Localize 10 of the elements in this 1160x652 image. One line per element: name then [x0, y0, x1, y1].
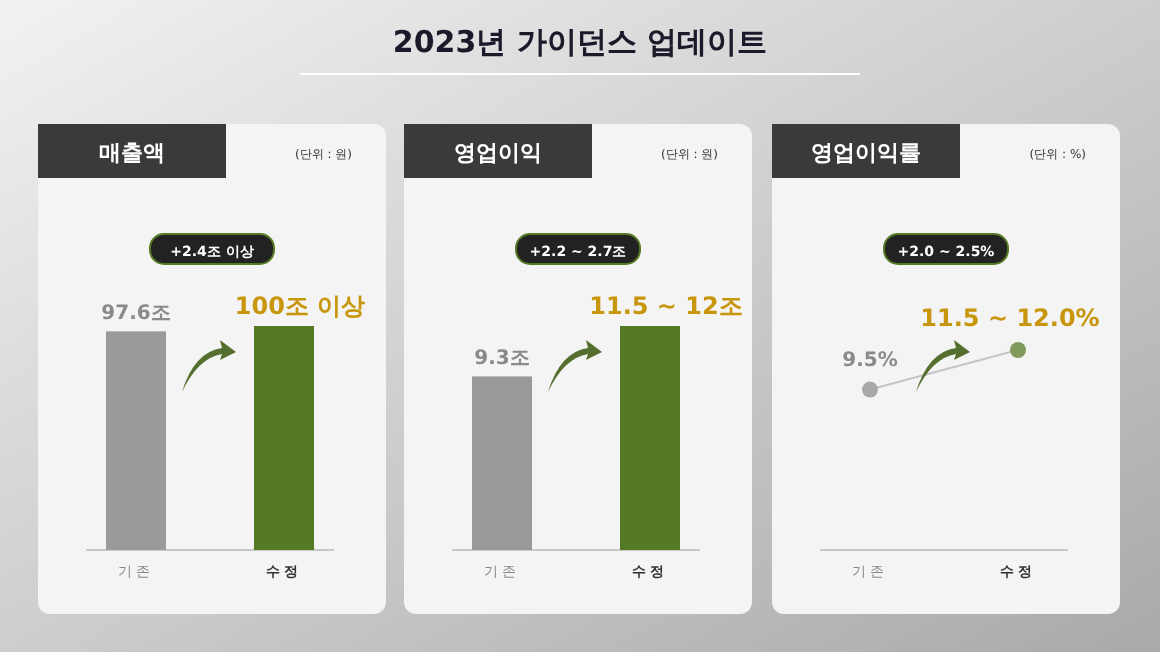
data-label: 11.5 ~ 12.0% [920, 304, 1100, 332]
chart-title: 영업이익 [454, 140, 542, 166]
data-label: 9.3조 [474, 348, 530, 371]
text: 2023년 가이던스 업데이트 [392, 24, 768, 60]
chart-title: 매출액 [99, 140, 165, 166]
data-label: 9.5% [842, 349, 898, 372]
chart-title: 영업이익률 [811, 140, 921, 166]
data-label: 11.5 ~ 12조 [589, 292, 743, 320]
data-label: 97.6조 [101, 303, 171, 326]
data-label: 100조 이상 [234, 292, 366, 320]
